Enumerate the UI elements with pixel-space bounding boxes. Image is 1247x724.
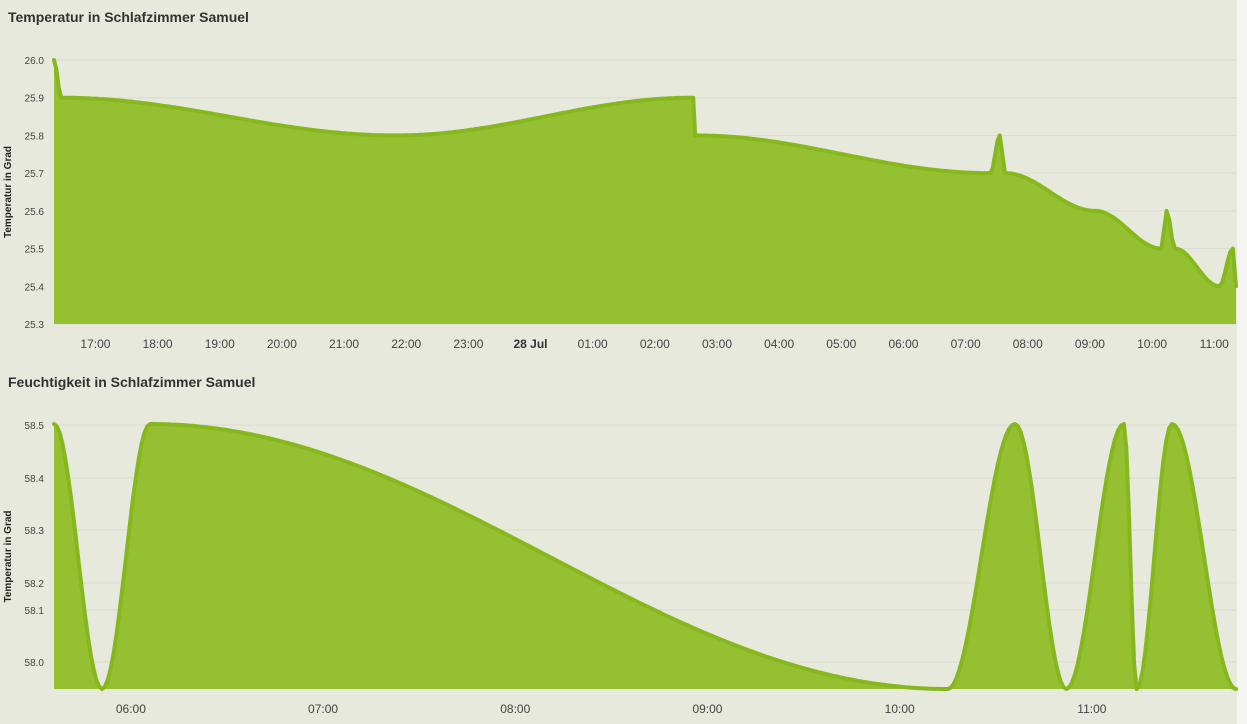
y-tick-label: 25.3 (25, 320, 45, 331)
x-tick-label: 11:00 (1200, 337, 1229, 351)
y-tick-label: 25.9 (25, 94, 45, 105)
x-tick-label: 01:00 (578, 337, 608, 351)
x-tick-label: 06:00 (888, 337, 918, 351)
x-tick-label: 09:00 (692, 702, 722, 716)
y-tick-label: 25.5 (25, 245, 45, 256)
x-tick-label: 19:00 (205, 337, 235, 351)
y-tick-label: 25.8 (25, 131, 45, 142)
series-area (54, 424, 1236, 689)
x-tick-label: 05:00 (826, 337, 856, 351)
series-line (52, 422, 1238, 691)
y-tick-label: 58.4 (25, 474, 45, 485)
x-tick-label: 28 Jul (514, 337, 548, 351)
y-tick-label: 58.3 (25, 526, 45, 537)
y-tick-label: 25.4 (25, 282, 45, 293)
x-tick-label: 07:00 (951, 337, 981, 351)
x-tick-label: 23:00 (453, 337, 483, 351)
x-tick-label: 17:00 (80, 337, 110, 351)
y-tick-label: 58.5 (25, 421, 45, 432)
x-tick-label: 08:00 (1013, 337, 1043, 351)
y-tick-label: 58.0 (25, 658, 45, 669)
x-tick-label: 08:00 (500, 702, 530, 716)
x-tick-label: 18:00 (143, 337, 173, 351)
y-tick-label: 25.7 (25, 169, 45, 180)
y-tick-label: 58.1 (25, 606, 45, 617)
page-right-edge (1237, 0, 1247, 724)
x-tick-label: 21:00 (329, 337, 359, 351)
x-tick-label: 04:00 (764, 337, 794, 351)
x-tick-label: 03:00 (702, 337, 732, 351)
x-tick-label: 10:00 (885, 702, 915, 716)
x-tick-label: 07:00 (308, 702, 338, 716)
x-tick-label: 11:00 (1077, 702, 1106, 716)
x-tick-label: 09:00 (1075, 337, 1105, 351)
series-line (52, 58, 1238, 289)
y-tick-label: 25.6 (25, 207, 45, 218)
x-tick-label: 22:00 (391, 337, 421, 351)
series-area (54, 60, 1236, 324)
chart-title: Feuchtigkeit in Schlafzimmer Samuel (8, 374, 255, 390)
x-tick-label: 10:00 (1137, 337, 1167, 351)
y-axis-label: Temperatur in Grad (3, 146, 14, 238)
y-axis-label: Temperatur in Grad (3, 510, 14, 602)
chart-title: Temperatur in Schlafzimmer Samuel (8, 9, 249, 25)
x-tick-label: 20:00 (267, 337, 297, 351)
x-tick-label: 06:00 (116, 702, 146, 716)
y-tick-label: 58.2 (25, 579, 45, 590)
x-tick-label: 02:00 (640, 337, 670, 351)
y-tick-label: 26.0 (25, 56, 45, 67)
